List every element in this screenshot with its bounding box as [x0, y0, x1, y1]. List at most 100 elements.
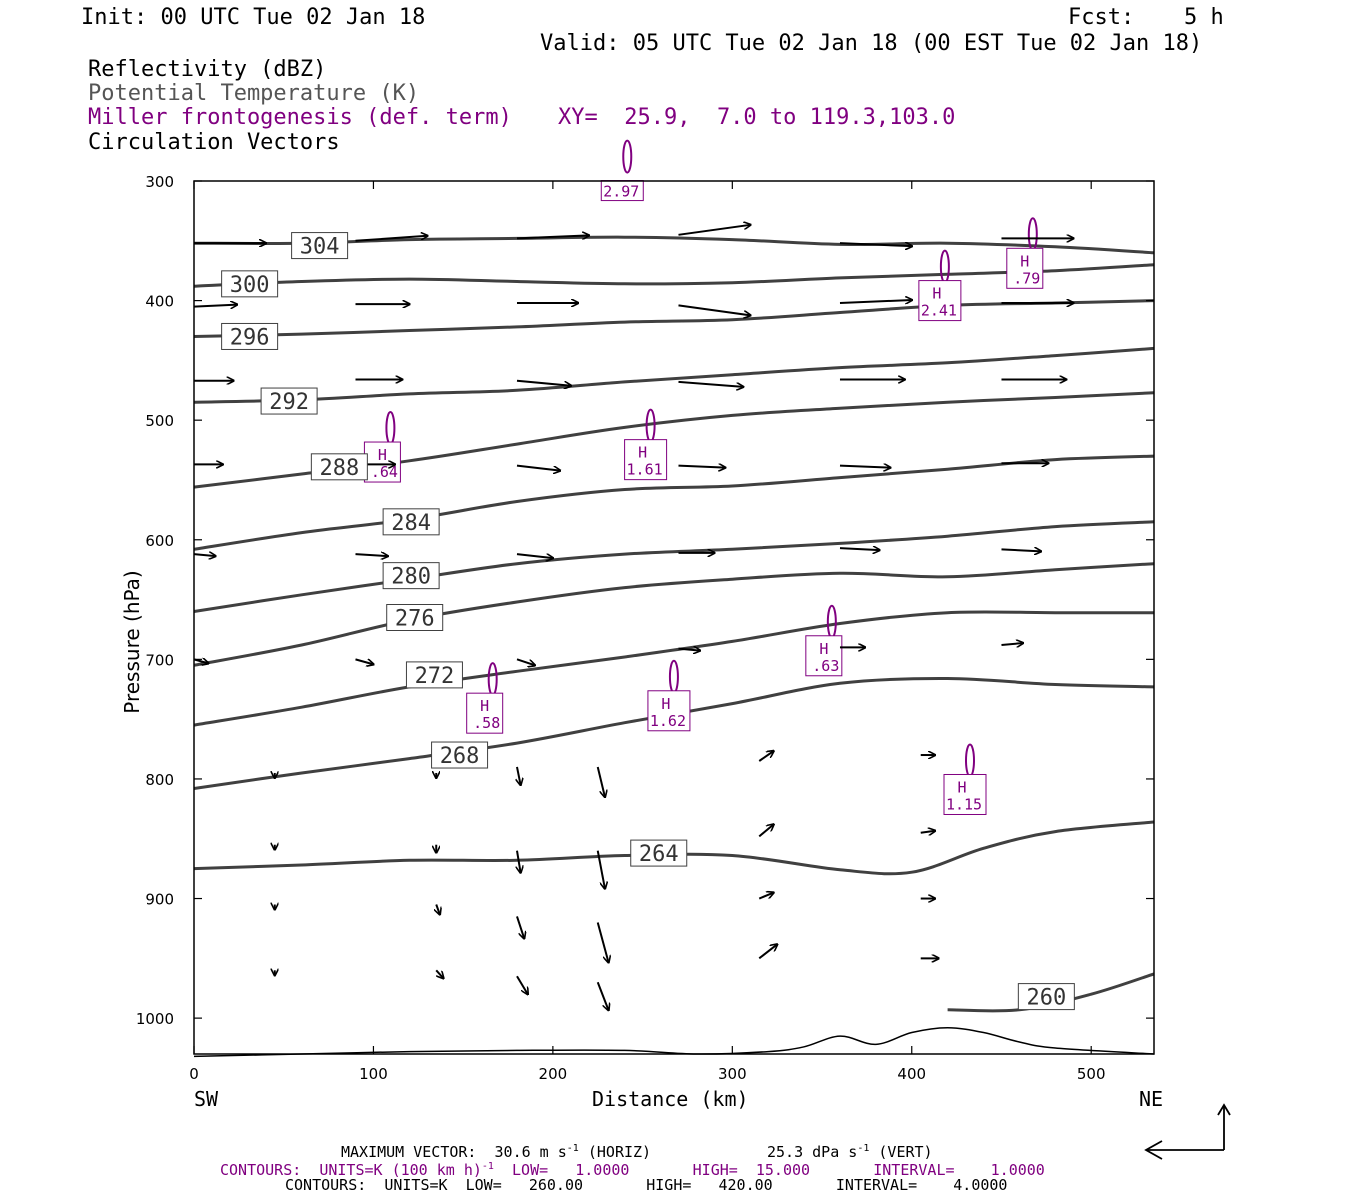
field-potential-temperature: Potential Temperature (K)	[88, 81, 420, 106]
contours1-exp: -1	[481, 1161, 494, 1172]
theta-contour-line	[193, 520, 1155, 613]
x-tick-label: 200	[539, 1065, 568, 1083]
theta-contour-line	[193, 235, 1155, 255]
right-end-label: NE	[1139, 1087, 1164, 1111]
theta-label: 276	[395, 607, 435, 632]
frontogenesis-high-marker: H	[661, 695, 670, 713]
axes: 0 100 200 300 400 500 300 400 500 600 700 800 900 100…	[136, 173, 1154, 1083]
frontogenesis-high-marker: H	[932, 285, 941, 303]
frontogenesis-contour	[965, 743, 975, 778]
frontogenesis-contour	[668, 659, 679, 694]
y-tick-label: 900	[145, 891, 174, 909]
circulation-vector	[516, 553, 553, 558]
frontogenesis-label-box	[647, 690, 691, 732]
vert-exp: -1	[857, 1143, 870, 1154]
theta-label-box	[382, 508, 440, 536]
circulation-vector	[596, 766, 605, 797]
frontogenesis-high-marker: H	[819, 640, 828, 658]
frontogenesis-high-marker: H	[378, 446, 387, 464]
frontogenesis-high-marker: H	[1020, 252, 1029, 270]
theta-label: 304	[300, 235, 340, 260]
circulation-vector	[678, 304, 750, 315]
circulation-vector	[758, 944, 777, 960]
frontogenesis-value: .63	[812, 657, 839, 675]
theta-label: 260	[1026, 986, 1066, 1011]
y-tick-label: 700	[145, 651, 174, 669]
frontogenesis-value: 1.61	[627, 461, 663, 479]
contour-labels: 304 300 296 292 288 284 280 276 272 268 264 260	[221, 232, 1075, 1011]
frontogenesis-label-box	[943, 773, 987, 815]
theta-contour-line	[193, 562, 1155, 667]
circulation-vector	[517, 766, 521, 785]
circulation-vector	[758, 751, 773, 762]
circulation-vector	[920, 831, 935, 833]
circulation-vector	[516, 975, 528, 994]
theta-label: 292	[269, 390, 309, 415]
circulation-vector	[193, 659, 208, 663]
theta-label: 288	[319, 456, 359, 481]
forecast-hour: 5 h	[1184, 5, 1224, 30]
y-tick-label: 800	[145, 771, 174, 789]
frontogenesis-contour	[622, 139, 633, 174]
frontogenesis-label-box	[1006, 247, 1044, 289]
contours1-b: LOW= 1.0000 HIGH= 15.000 INTERVAL= 1.000…	[493, 1161, 1045, 1179]
circulation-vector	[516, 916, 524, 938]
theta-label: 268	[440, 744, 480, 769]
circulation-vector	[678, 649, 700, 651]
contours1-a: CONTOURS: UNITS=K (100 km h)	[220, 1161, 482, 1179]
frontogenesis-value: .79	[1013, 269, 1040, 287]
frontogenesis-value: 1.15	[946, 795, 982, 813]
vert-text: 25.3 dPa s	[767, 1143, 858, 1161]
y-tick-label: 300	[145, 173, 174, 191]
circulation-vector	[193, 305, 237, 307]
theta-label-box	[260, 387, 318, 415]
frontogenesis-label-box	[918, 280, 962, 322]
frontogenesis-label-box	[624, 439, 668, 481]
theta-label: 272	[415, 664, 455, 689]
y-tick-label: 1000	[136, 1010, 174, 1028]
plot-frame	[193, 180, 1155, 1055]
theta-label-box	[382, 562, 440, 590]
circulation-vector	[596, 981, 609, 1010]
y-axis-title: Pressure (hPa)	[120, 570, 144, 714]
circulation-vector	[516, 235, 589, 238]
circulation-vector	[839, 300, 912, 303]
frontogenesis-contour	[826, 604, 837, 639]
theta-label: 284	[391, 511, 431, 536]
frontogenesis-contour	[939, 249, 950, 284]
circulation-vector	[678, 466, 725, 468]
x-tick-label: 300	[718, 1065, 747, 1083]
frontogenesis-label-box	[805, 635, 843, 677]
x-tick-label: 0	[189, 1065, 199, 1083]
cross-section-endpoints: XY= 25.9, 7.0 to 119.3,103.0	[558, 105, 956, 130]
theta-contour-line	[193, 820, 1155, 876]
theta-label-box	[431, 741, 489, 769]
theta-contour-line	[193, 610, 1154, 727]
circulation-vector	[435, 969, 443, 978]
max-vector-horiz: (HORIZ)	[578, 1143, 652, 1161]
circulation-vector	[516, 379, 571, 386]
theta-label-box	[405, 661, 463, 689]
x-tick-label: 500	[1077, 1065, 1106, 1083]
max-vector-info: MAXIMUM VECTOR: 30.6 m s-1 (HORIZ)	[341, 1140, 651, 1161]
theta-contour-line	[193, 454, 1155, 551]
theta-label: 280	[391, 565, 431, 590]
y-tick-label: 500	[145, 412, 174, 430]
frontogenesis-high-marker: H	[957, 778, 966, 796]
frontogenesis-value: .58	[473, 714, 500, 732]
theta-label-box	[310, 453, 368, 481]
theta-contour-line	[193, 263, 1155, 288]
circulation-vector	[193, 554, 216, 556]
circulation-vector	[839, 466, 890, 468]
max-vector-exp: -1	[566, 1143, 579, 1154]
circulation-vector	[678, 380, 743, 387]
theta-contour-info: CONTOURS: UNITS=K LOW= 260.00 HIGH= 420.…	[285, 1176, 1008, 1194]
frontogenesis-high-marker: H	[638, 444, 647, 462]
terrain-line	[193, 1026, 1155, 1058]
theta-label-box	[221, 322, 279, 350]
frontogenesis-contour	[385, 411, 396, 446]
forecast-label: Fcst:	[1068, 5, 1135, 30]
circulation-vector	[1001, 549, 1041, 551]
circulation-vector	[516, 464, 560, 471]
